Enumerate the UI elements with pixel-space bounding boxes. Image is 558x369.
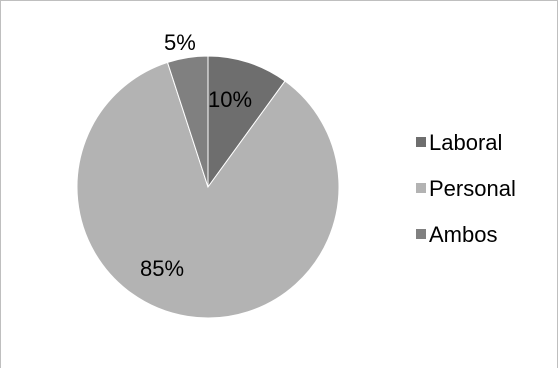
legend-swatch-ambos [416, 229, 426, 239]
legend-item-personal: Personal [416, 176, 516, 201]
legend-item-ambos: Ambos [416, 222, 497, 247]
pie-slices [76, 55, 340, 319]
pie-slice-ambos [166, 55, 209, 188]
legend-label-personal: Personal [429, 176, 516, 201]
legend: Laboral Personal Ambos [416, 130, 516, 247]
slice-label-personal: 85% [140, 256, 184, 281]
pie-slice-laboral [207, 55, 286, 189]
pie-slice-personal [76, 61, 340, 319]
slice-labels: 10% 85% 5% [140, 30, 252, 281]
legend-label-ambos: Ambos [429, 222, 497, 247]
legend-swatch-personal [416, 183, 426, 193]
legend-label-laboral: Laboral [429, 130, 502, 155]
legend-swatch-laboral [416, 137, 426, 147]
slice-label-laboral: 10% [208, 87, 252, 112]
slice-label-ambos: 5% [164, 30, 196, 55]
legend-item-laboral: Laboral [416, 130, 502, 155]
